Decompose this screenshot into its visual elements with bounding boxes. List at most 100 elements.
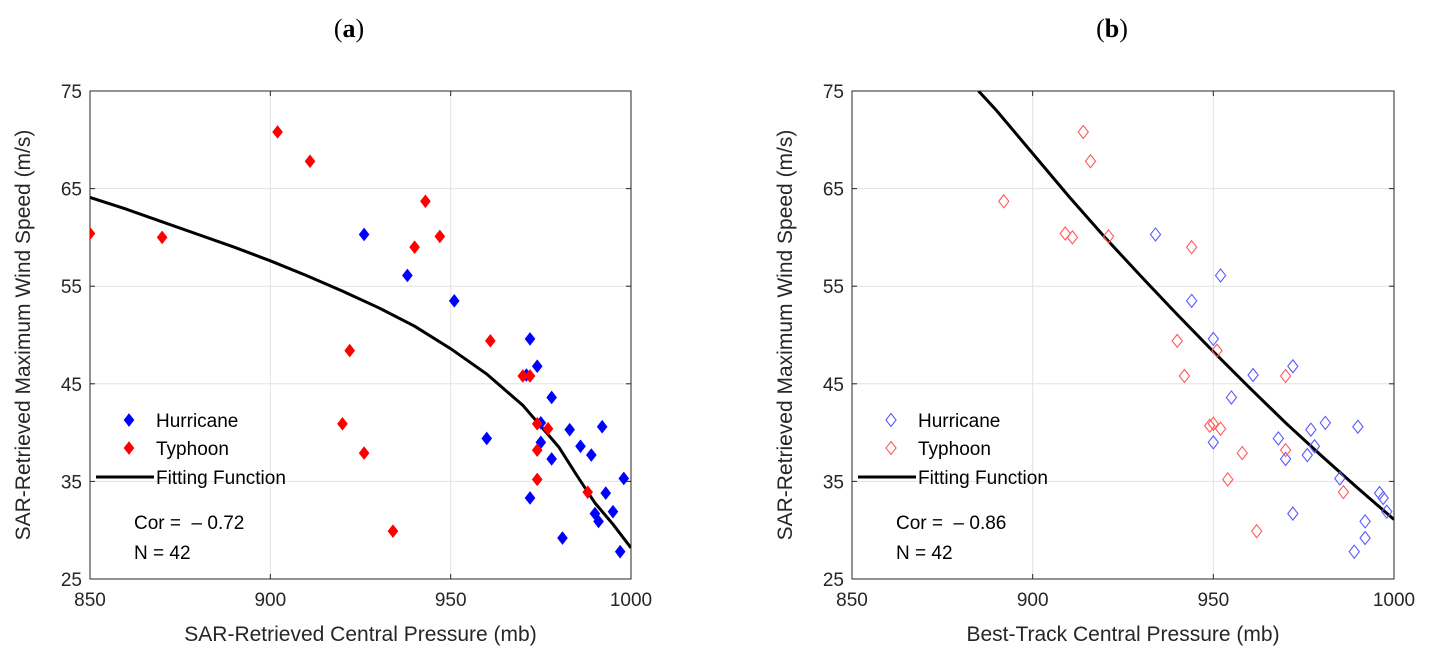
typhoon-point bbox=[1059, 226, 1071, 241]
legend-label: Hurricane bbox=[156, 411, 238, 432]
fit-curve bbox=[90, 195, 631, 549]
sample-size-text: N = 42 bbox=[896, 543, 953, 564]
typhoon-point bbox=[304, 154, 316, 169]
hurricane-point bbox=[1301, 447, 1314, 463]
y-tick-label: 35 bbox=[823, 472, 844, 493]
hurricane-point bbox=[1247, 367, 1259, 383]
x-axis-label: SAR-Retrieved Central Pressure (mb) bbox=[184, 623, 536, 646]
y-tick-label: 55 bbox=[61, 277, 82, 298]
hurricane-point bbox=[1272, 431, 1285, 446]
hurricane-point bbox=[1225, 390, 1238, 405]
typhoon-point bbox=[517, 369, 529, 383]
axes-box bbox=[851, 90, 1395, 580]
x-tick-label: 950 bbox=[1197, 590, 1229, 611]
typhoon-point bbox=[485, 334, 496, 348]
typhoon-point bbox=[1236, 445, 1249, 461]
hurricane-point bbox=[1149, 227, 1162, 242]
hurricane-point bbox=[607, 504, 619, 519]
hurricane-point bbox=[1334, 471, 1346, 486]
hurricane-point bbox=[1207, 331, 1220, 347]
hurricane-point bbox=[1359, 530, 1371, 546]
hurricane-point bbox=[1279, 451, 1292, 467]
hurricane-legend-marker bbox=[885, 412, 897, 428]
x-tick-label: 1000 bbox=[1373, 590, 1415, 611]
typhoon-point bbox=[531, 417, 543, 431]
typhoon-point bbox=[997, 193, 1010, 209]
hurricane-point bbox=[1381, 504, 1393, 520]
x-axis-label: Best-Track Central Pressure (mb) bbox=[966, 623, 1279, 646]
legend-label: Fitting Function bbox=[156, 468, 286, 489]
typhoon-point bbox=[1178, 368, 1191, 384]
hurricane-point bbox=[575, 439, 586, 454]
legend-label: Typhoon bbox=[918, 439, 991, 460]
legend-label: Fitting Function bbox=[918, 468, 1048, 489]
hurricane-point bbox=[596, 419, 608, 434]
hurricane-point bbox=[1377, 490, 1389, 506]
hurricane-point bbox=[1214, 268, 1227, 283]
typhoon-point bbox=[337, 417, 348, 431]
hurricane-point bbox=[531, 359, 543, 374]
legend: Hurricane Typhoon Fitting Function bbox=[96, 411, 286, 489]
typhoon-point bbox=[156, 230, 168, 245]
hurricane-point bbox=[1319, 415, 1332, 431]
x-tick-label: 900 bbox=[1017, 590, 1049, 611]
typhoon-point bbox=[409, 240, 420, 254]
hurricane-point bbox=[524, 491, 536, 505]
hurricane-point bbox=[614, 544, 626, 559]
hurricane-point bbox=[1185, 293, 1198, 309]
typhoon-point bbox=[90, 226, 96, 241]
y-axis-label: SAR-Retrieved Maximum Wind Speed (m/s) bbox=[774, 130, 797, 541]
x-tick-label: 900 bbox=[254, 590, 286, 611]
fit-curve bbox=[977, 91, 1394, 521]
hurricane-point bbox=[593, 514, 604, 529]
typhoon-point bbox=[1337, 484, 1350, 500]
data-layer bbox=[90, 125, 631, 559]
typhoon-point bbox=[524, 369, 536, 383]
y-tick-label: 65 bbox=[823, 180, 844, 201]
panel-b-label: (b) bbox=[1096, 14, 1128, 43]
hurricane-point bbox=[1359, 514, 1371, 529]
hurricane-point bbox=[1287, 506, 1299, 522]
y-tick-label: 45 bbox=[823, 375, 844, 396]
typhoon-point bbox=[531, 443, 543, 457]
typhoon-legend-marker bbox=[123, 441, 135, 455]
typhoon-point bbox=[582, 485, 594, 499]
x-tick-label: 850 bbox=[836, 590, 868, 611]
hurricane-point bbox=[481, 431, 493, 446]
typhoon-point bbox=[1171, 333, 1183, 349]
y-tick-label: 25 bbox=[61, 570, 82, 591]
typhoon-point bbox=[1214, 421, 1227, 437]
typhoon-point bbox=[1211, 343, 1223, 359]
hurricane-point bbox=[546, 452, 557, 466]
y-tick-label: 65 bbox=[61, 180, 82, 201]
typhoon-point bbox=[1279, 442, 1292, 458]
typhoon-point bbox=[1203, 418, 1216, 434]
hurricane-point bbox=[358, 227, 370, 242]
typhoon-point bbox=[1077, 124, 1090, 140]
hurricane-legend-marker bbox=[123, 413, 135, 427]
hurricane-point bbox=[1287, 358, 1299, 374]
plot-area bbox=[90, 91, 631, 579]
y-tick-label: 25 bbox=[823, 570, 844, 591]
typhoon-point bbox=[1102, 229, 1115, 244]
y-tick-label: 55 bbox=[823, 277, 844, 298]
y-axis-label: SAR-Retrieved Maximum Wind Speed (m/s) bbox=[12, 130, 35, 541]
hurricane-point bbox=[546, 390, 557, 405]
hurricane-point bbox=[1348, 544, 1361, 560]
typhoon-point bbox=[1250, 523, 1263, 539]
hurricane-point bbox=[618, 471, 630, 486]
typhoon-point bbox=[1066, 230, 1079, 245]
y-tick-label: 75 bbox=[61, 82, 82, 103]
hurricane-point bbox=[448, 294, 460, 308]
hurricane-point bbox=[1207, 434, 1220, 450]
typhoon-point bbox=[1185, 239, 1198, 255]
legend-label: Hurricane bbox=[918, 411, 1000, 432]
x-tick-label: 1000 bbox=[610, 590, 652, 611]
typhoon-point bbox=[434, 229, 446, 244]
typhoon-point bbox=[1222, 472, 1234, 487]
legend-label: Typhoon bbox=[156, 439, 229, 460]
x-tick-label: 950 bbox=[435, 590, 467, 611]
typhoon-point bbox=[542, 421, 554, 436]
panel-a-label: (a) bbox=[333, 14, 365, 43]
